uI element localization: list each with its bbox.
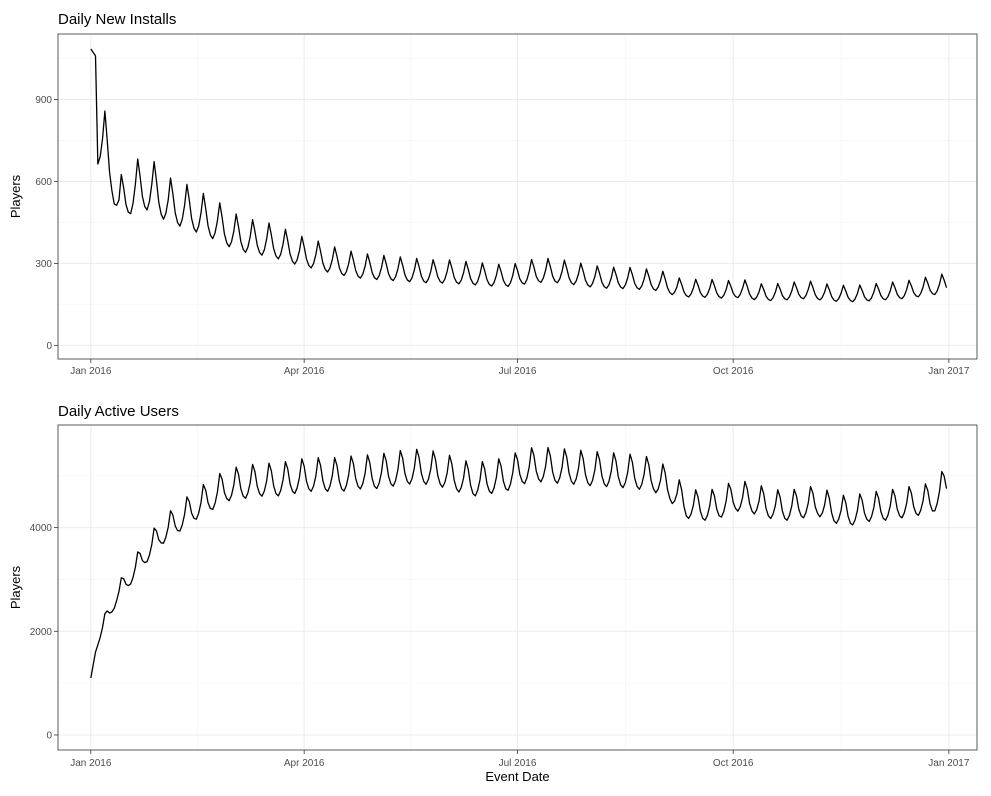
panel-2: 0 2000 4000 Jan 2016 Apr 2016 Jul 2016 Oct 201… xyxy=(8,403,978,784)
chart-title: Daily New Installs xyxy=(58,11,176,28)
x-tick-label: Apr 2016 xyxy=(284,366,325,377)
x-tick-label: Jul 2016 xyxy=(499,758,537,769)
y-tick-label: 2000 xyxy=(30,627,53,638)
y-tick-label: 300 xyxy=(35,259,52,270)
x-tick-label: Jul 2016 xyxy=(499,366,537,377)
y-tick-label: 600 xyxy=(35,177,52,188)
chart-title: Daily Active Users xyxy=(58,403,179,420)
y-tick-label: 4000 xyxy=(30,523,53,534)
x-tick-label: Oct 2016 xyxy=(713,366,754,377)
series-line-1 xyxy=(90,48,948,303)
y-tick-label: 0 xyxy=(46,730,52,741)
panel-1: 0 300 600 900 Jan 2016 Apr 2016 Jul 2016 Oct 20… xyxy=(8,11,978,377)
x-tick-label: Apr 2016 xyxy=(284,758,325,769)
x-axis-title: Event Date xyxy=(485,769,549,784)
x-tick-label: Jan 2016 xyxy=(70,366,112,377)
x-tick-label: Jan 2016 xyxy=(70,758,112,769)
y-tick-label: 0 xyxy=(46,341,52,352)
y-axis-title: Players xyxy=(8,565,23,609)
series-line-2 xyxy=(90,446,948,679)
x-tick-label: Jan 2017 xyxy=(928,758,970,769)
x-tick-label: Oct 2016 xyxy=(713,758,754,769)
x-tick-label: Jan 2017 xyxy=(928,366,970,377)
y-axis-title: Players xyxy=(8,174,23,218)
y-tick-label: 900 xyxy=(35,95,52,106)
